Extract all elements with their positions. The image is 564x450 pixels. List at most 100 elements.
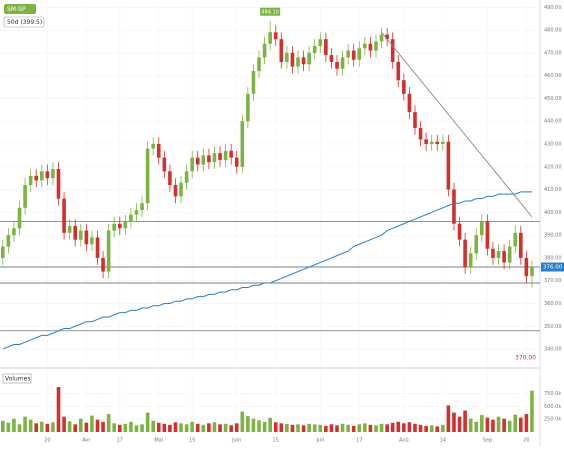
- volume-bar: [507, 420, 512, 432]
- volume-bar: [106, 414, 111, 432]
- candle-body: [530, 267, 534, 277]
- volume-bar: [234, 423, 239, 432]
- candle-body: [441, 141, 445, 144]
- volume-bar: [17, 424, 22, 432]
- candle-body: [117, 223, 122, 229]
- y-tick-label: 360.00: [544, 301, 562, 307]
- y-tick-label: 470.00: [544, 50, 562, 56]
- volume-bar: [468, 418, 473, 432]
- volume-bar: [101, 421, 105, 432]
- volume-bar: [39, 421, 44, 432]
- volume-bar: [335, 425, 339, 432]
- candle-body: [463, 239, 467, 268]
- volume-bar: [346, 424, 350, 432]
- candle-body: [223, 150, 228, 160]
- candle-body: [262, 43, 267, 58]
- volume-bar: [56, 387, 61, 432]
- candle-body: [524, 257, 529, 277]
- volume-bar: [23, 416, 27, 432]
- candle-body: [123, 221, 128, 229]
- x-tick-label: Juin: [231, 438, 241, 444]
- volume-bar: [129, 421, 133, 432]
- x-tick-label: Juil: [316, 438, 324, 444]
- candle-body: [95, 237, 100, 258]
- volume-bar: [73, 424, 78, 432]
- x-tick-label: Aoû: [399, 437, 409, 444]
- volume-bar: [251, 418, 256, 432]
- candle-body: [452, 189, 456, 224]
- x-tick-label: 15: [189, 438, 195, 444]
- candle-body: [324, 39, 328, 56]
- volume-tick-label: 250.0k: [544, 417, 561, 423]
- candle-body: [51, 169, 55, 179]
- candle-body: [379, 34, 384, 42]
- candle-body: [45, 171, 50, 179]
- candle-body: [207, 155, 211, 163]
- candle-body: [285, 52, 289, 62]
- volume-bar: [0, 420, 5, 432]
- volume-bar: [90, 415, 94, 432]
- candle-body: [246, 93, 250, 122]
- volume-bar: [28, 419, 33, 432]
- volume-bar: [173, 422, 178, 432]
- volume-bar: [62, 416, 66, 432]
- candle-body: [312, 46, 317, 53]
- volume-bar: [435, 426, 440, 432]
- y-tick-label: 480.00: [544, 28, 562, 34]
- volume-bar: [290, 424, 295, 432]
- volume-bar: [446, 405, 451, 432]
- candle-body: [368, 43, 373, 51]
- volume-bar: [184, 424, 189, 432]
- volume-bar: [485, 417, 490, 432]
- candle-body: [513, 232, 518, 247]
- candle-body: [413, 112, 417, 129]
- volume-bar: [112, 423, 116, 432]
- marks: [0, 20, 540, 432]
- volume-bar: [34, 423, 39, 432]
- volume-bar: [519, 417, 523, 432]
- volume-bar: [240, 411, 245, 432]
- volume-bar: [156, 422, 161, 432]
- volume-bar: [134, 425, 139, 432]
- candle-body: [34, 175, 39, 181]
- volume-bar: [140, 424, 144, 432]
- volume-bar: [84, 422, 89, 432]
- candle-body: [73, 226, 78, 240]
- candle-body: [67, 226, 72, 233]
- x-tick-label: Avr: [82, 438, 91, 444]
- volume-bar: [179, 423, 183, 432]
- x-tick-label: Mai: [154, 438, 163, 444]
- volume-badge: [2, 373, 32, 384]
- candle-body: [28, 175, 33, 185]
- grid: [0, 5, 540, 432]
- x-tick-label: 17: [356, 438, 362, 444]
- peak-label: 484.10: [261, 10, 279, 16]
- title-badge: [4, 4, 36, 14]
- candle-body: [273, 32, 278, 40]
- volume-tick-label: 500.0k: [544, 404, 561, 410]
- candle-body: [190, 157, 194, 172]
- volume-bar: [329, 424, 334, 432]
- volume-bar: [496, 416, 501, 432]
- candle-body: [151, 143, 155, 149]
- candle-body: [162, 157, 167, 172]
- candle-body: [301, 57, 306, 65]
- candle-body: [502, 251, 506, 263]
- candle-body: [329, 55, 334, 62]
- volume-bar: [429, 425, 434, 432]
- volume-bar: [301, 425, 306, 432]
- y-tick-label: 460.00: [544, 73, 562, 79]
- chart-subtitle: 50d (399.5): [7, 19, 42, 26]
- candle-body: [496, 251, 501, 258]
- x-tick-label: 20: [523, 438, 529, 444]
- volume-bar: [95, 419, 100, 432]
- y-tick-label: 430.00: [544, 141, 562, 147]
- candle-body: [112, 223, 116, 231]
- candle-body: [212, 153, 217, 163]
- y-tick-label: 340.00: [544, 347, 562, 353]
- volume-bar: [51, 422, 55, 432]
- candle-body: [407, 93, 412, 113]
- candle-body: [429, 141, 434, 144]
- moving-average: [2, 191, 532, 350]
- candle-body: [385, 34, 389, 40]
